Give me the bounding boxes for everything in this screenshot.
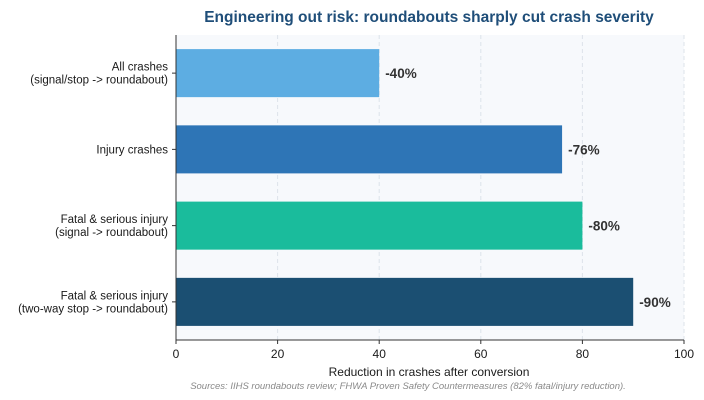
data-label: -80%: [588, 219, 620, 234]
bar: [176, 49, 380, 98]
bars: [176, 49, 634, 326]
category-label: Injury crashes: [96, 144, 168, 156]
x-tick-label: 60: [474, 347, 488, 361]
x-tick-label: 0: [173, 347, 180, 361]
source-note: Sources: IIHS roundabouts review; FHWA P…: [190, 381, 626, 392]
data-label: -76%: [568, 142, 600, 157]
category-label-line: (signal/stop -> roundabout): [30, 75, 168, 87]
category-label: Fatal & serious injury (two-way stop -> r…: [18, 290, 168, 315]
category-label-line: Injury crashes: [96, 144, 168, 156]
category-label-line: Fatal & serious injury: [61, 214, 169, 226]
category-label-line: Fatal & serious injury: [61, 290, 169, 302]
chart-title: Engineering out risk: roundabouts sharpl…: [204, 9, 654, 26]
data-labels: -40% -76% -80% -90%: [385, 66, 671, 310]
category-labels: All crashes (signal/stop -> roundabout) In…: [18, 62, 176, 315]
data-label: -90%: [639, 295, 671, 310]
category-label-line: (two-way stop -> roundabout): [18, 303, 168, 315]
x-tick-label: 40: [373, 347, 387, 361]
x-axis-label: Reduction in crashes after conversion: [329, 365, 530, 379]
x-tick-label: 100: [674, 347, 694, 361]
x-tick-label: 80: [576, 347, 590, 361]
category-label-line: (signal -> roundabout): [55, 227, 168, 239]
bar: [176, 201, 583, 250]
x-axis: 0 20 40 60 80 100: [173, 339, 694, 361]
category-label: Fatal & serious injury (signal -> roundab…: [55, 214, 168, 239]
data-label: -40%: [385, 66, 417, 81]
category-label: All crashes (signal/stop -> roundabout): [30, 62, 168, 87]
bar: [176, 277, 634, 326]
x-tick-label: 20: [271, 347, 285, 361]
category-label-line: All crashes: [112, 62, 168, 74]
bar: [176, 125, 563, 174]
